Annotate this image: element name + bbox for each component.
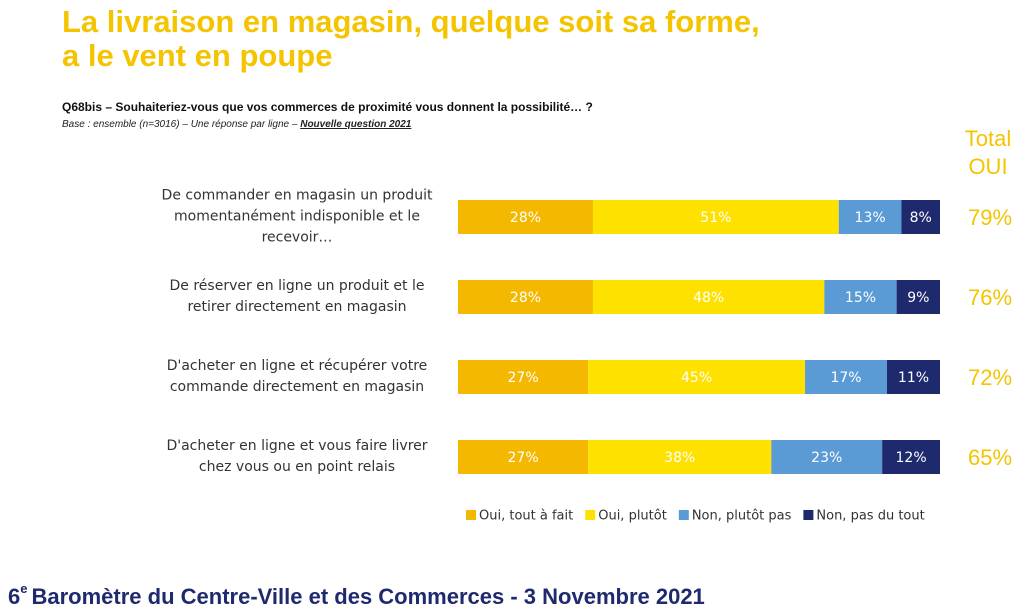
value-label: 23%: [811, 450, 842, 466]
bar-segment: [588, 440, 772, 474]
total-title: Total OUI: [965, 126, 1011, 179]
total-label: 72%: [968, 365, 1012, 390]
question: Q68bis – Souhaiteriez-vous que vos comme…: [62, 100, 593, 114]
bar-segment: [824, 280, 897, 314]
legend-label: Oui, plutôt: [598, 509, 667, 524]
bar-segment: [896, 280, 940, 314]
total-label: 76%: [968, 285, 1012, 310]
value-label: 27%: [508, 370, 539, 386]
footer-suffix: e: [20, 581, 27, 596]
value-label: 38%: [664, 450, 695, 466]
footer-text: Baromètre du Centre-Ville et des Commerc…: [31, 584, 704, 609]
value-label: 8%: [910, 210, 932, 226]
total-label: 65%: [968, 445, 1012, 470]
bar-segment: [592, 280, 825, 314]
legend-swatch: [466, 510, 476, 520]
title: a le vent en poupe: [62, 38, 332, 73]
value-label: 15%: [845, 290, 876, 306]
category-label: D'acheter en ligne et vous faire livrer …: [166, 438, 428, 475]
footer: 6e Baromètre du Centre-Ville et des Comme…: [8, 581, 705, 608]
value-label: 27%: [508, 450, 539, 466]
value-label: 48%: [693, 290, 724, 306]
value-label: 28%: [510, 210, 541, 226]
title: La livraison en magasin, quelque soit sa…: [62, 4, 760, 39]
bar-segment: [458, 360, 589, 394]
bar-segment: [458, 200, 593, 234]
value-label: 17%: [830, 370, 861, 386]
bar-segment: [458, 280, 593, 314]
value-label: 12%: [896, 450, 927, 466]
bar-segment: [592, 200, 839, 234]
bar-segment: [458, 440, 589, 474]
total-title-word: OUI: [968, 154, 1007, 179]
bar-segment: [588, 360, 806, 394]
bar-segment: [805, 360, 887, 394]
bar-segment: [771, 440, 883, 474]
legend-swatch: [585, 510, 596, 520]
legend-label: Oui, tout à fait: [479, 509, 573, 524]
total-label: 79%: [968, 205, 1012, 230]
total-title-word: Total: [965, 126, 1011, 151]
category-label: De commander en magasin un produit momen…: [161, 187, 433, 246]
bar-segment: [901, 200, 940, 234]
base-note: Nouvelle question 2021: [300, 119, 412, 130]
bar-segment: [882, 440, 940, 474]
legend-label: Non, plutôt pas: [692, 509, 792, 524]
footer-ordinal: 6: [8, 584, 20, 609]
value-label: 51%: [700, 210, 731, 226]
legend-swatch: [803, 510, 814, 520]
value-label: 9%: [907, 290, 929, 306]
bar-segment: [886, 360, 940, 394]
base: Base : ensemble (n=3016) – Une réponse p…: [62, 119, 412, 130]
category-label: De réserver en ligne un produit et le re…: [169, 278, 425, 315]
value-label: 28%: [510, 290, 541, 306]
base-text: Base : ensemble (n=3016) – Une réponse p…: [62, 119, 298, 130]
legend-swatch: [678, 510, 689, 520]
value-label: 13%: [855, 210, 886, 226]
value-label: 45%: [681, 370, 712, 386]
bar-segment: [838, 200, 902, 234]
legend-label: Non, pas du tout: [816, 509, 924, 524]
category-label: D'acheter en ligne et récupérer votre co…: [166, 358, 428, 395]
value-label: 11%: [898, 370, 929, 386]
